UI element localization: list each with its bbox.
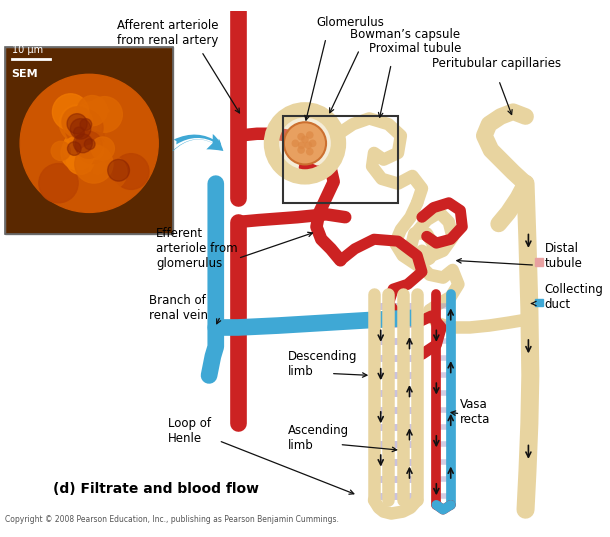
Text: SEM: SEM [12, 69, 38, 78]
Circle shape [52, 94, 88, 130]
Circle shape [306, 131, 314, 139]
Circle shape [73, 101, 112, 140]
Circle shape [70, 119, 91, 139]
Circle shape [66, 147, 95, 175]
Text: Bowman’s capsule: Bowman’s capsule [350, 28, 460, 41]
Circle shape [309, 140, 317, 147]
Text: Copyright © 2008 Pearson Education, Inc., publishing as Pearson Benjamin Cumming: Copyright © 2008 Pearson Education, Inc.… [5, 515, 339, 524]
Circle shape [75, 132, 102, 158]
Bar [535, 299, 543, 307]
Circle shape [89, 158, 106, 175]
FancyArrowPatch shape [173, 134, 223, 151]
Circle shape [100, 110, 138, 147]
Text: Collecting
duct: Collecting duct [545, 283, 603, 311]
Bar [5, 47, 173, 235]
Text: Glomerulus: Glomerulus [317, 16, 384, 29]
Text: Distal
tubule: Distal tubule [545, 242, 583, 270]
Circle shape [77, 135, 106, 164]
Circle shape [301, 136, 309, 143]
Circle shape [298, 141, 306, 149]
Circle shape [87, 97, 123, 132]
Circle shape [304, 141, 312, 149]
Circle shape [62, 107, 93, 137]
Circle shape [80, 119, 91, 130]
Circle shape [77, 123, 104, 150]
Circle shape [292, 140, 300, 147]
Circle shape [113, 154, 149, 190]
Text: Peritubular capillaries: Peritubular capillaries [431, 57, 561, 70]
Text: Vasa
recta: Vasa recta [461, 398, 490, 426]
Circle shape [63, 132, 93, 163]
Circle shape [61, 136, 95, 170]
Circle shape [67, 114, 87, 134]
Text: Afferent arteriole
from renal artery: Afferent arteriole from renal artery [117, 19, 218, 47]
Circle shape [74, 127, 84, 138]
Text: Loop of
Henle: Loop of Henle [168, 417, 211, 445]
Circle shape [108, 159, 129, 181]
Circle shape [68, 142, 81, 155]
Text: Descending
limb: Descending limb [288, 350, 357, 378]
Circle shape [88, 143, 104, 159]
Bar [5, 47, 173, 235]
Circle shape [284, 122, 326, 164]
Text: Branch of
renal vein: Branch of renal vein [149, 294, 207, 322]
Circle shape [91, 137, 115, 160]
Circle shape [20, 74, 158, 213]
Circle shape [306, 148, 314, 156]
Text: (d) Filtrate and blood flow: (d) Filtrate and blood flow [52, 482, 259, 496]
Circle shape [84, 139, 95, 150]
Circle shape [65, 109, 103, 147]
Circle shape [59, 105, 97, 142]
Bar [535, 258, 543, 266]
Text: 10 μm: 10 μm [12, 45, 43, 55]
Circle shape [297, 146, 305, 154]
Text: Ascending
limb: Ascending limb [288, 424, 349, 452]
Circle shape [51, 141, 70, 161]
Circle shape [39, 163, 78, 203]
Circle shape [73, 134, 92, 153]
Circle shape [77, 96, 107, 126]
Bar [283, 117, 398, 203]
Circle shape [297, 133, 305, 141]
Text: Proximal tubule: Proximal tubule [369, 42, 462, 55]
Circle shape [92, 155, 127, 190]
Circle shape [75, 145, 113, 183]
Circle shape [277, 115, 333, 171]
Text: Efferent
arteriole from
glomerulus: Efferent arteriole from glomerulus [156, 227, 238, 270]
